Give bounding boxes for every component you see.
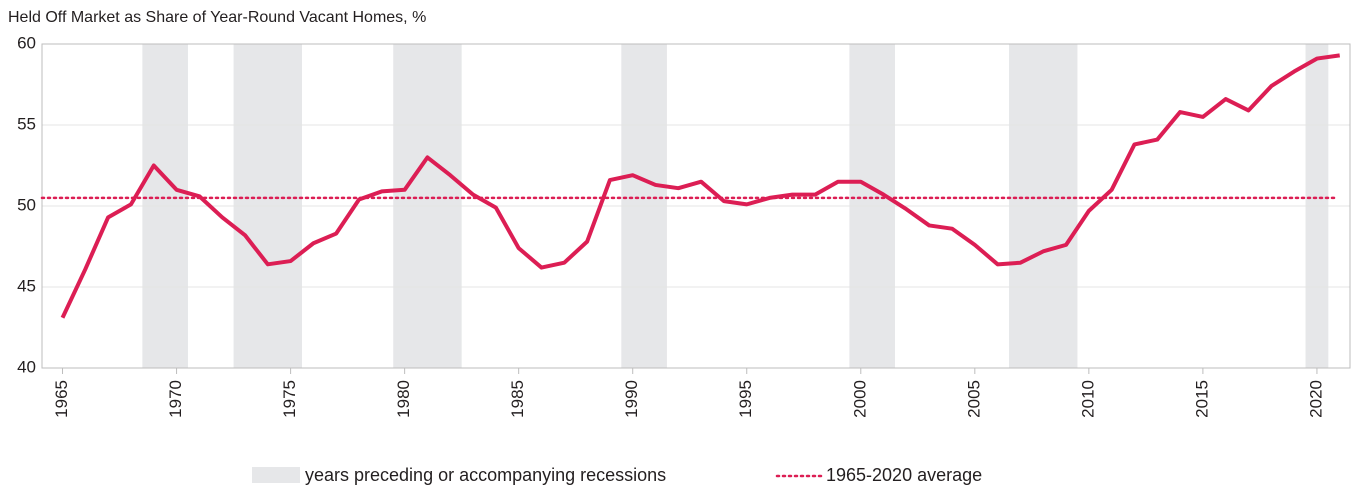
x-tick-label: 1995 [736,380,755,418]
x-tick-label: 2015 [1192,380,1211,418]
x-tick-label: 1965 [52,380,71,418]
y-tick-label: 45 [17,276,36,295]
x-tick-label: 2020 [1306,380,1325,418]
chart-title: Held Off Market as Share of Year-Round V… [8,9,426,26]
legend-label: 1965-2020 average [826,465,982,485]
x-tick-label: 1980 [394,380,413,418]
x-tick-label: 1985 [508,380,527,418]
x-tick-label: 2005 [964,380,983,418]
data-line [60,53,1341,319]
plot-frame [41,43,1351,369]
x-tick-label: 2010 [1078,380,1097,418]
y-tick-label: 60 [17,33,36,52]
x-tick-label: 1990 [622,380,641,418]
y-tick-label: 55 [17,114,36,133]
y-tick-label: 40 [17,357,36,376]
legend-label: years preceding or accompanying recessio… [305,465,666,485]
x-tick-label: 1970 [166,380,185,418]
x-tick-label: 1975 [280,380,299,418]
legend-swatch-recession [252,467,300,483]
y-tick-label: 50 [17,195,36,214]
x-tick-label: 2000 [850,380,869,418]
